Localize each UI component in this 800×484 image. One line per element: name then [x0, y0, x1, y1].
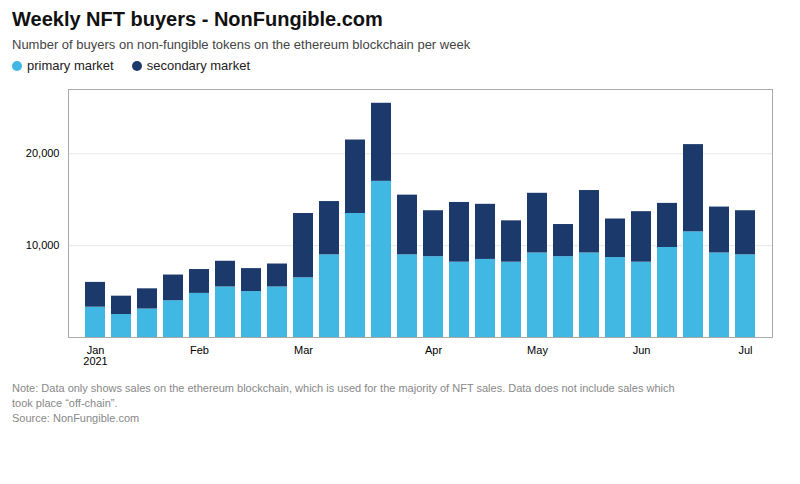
html-text:Weekly NFT buyers - NonFungibl: Weekly NFT buyers - NonFungible.com — [12, 8, 383, 30]
svg-text:10,000: 10,000 — [26, 239, 60, 251]
html-text:secondary market: secondary market — [146, 58, 250, 73]
html-text:Note: Data only shows sales on: Note: Data only shows sales on the ether… — [12, 382, 675, 394]
svg-text:Jan2021: Jan2021 — [83, 344, 107, 367]
svg-text:Jul: Jul — [738, 344, 752, 356]
svg-text:Apr: Apr — [425, 344, 442, 356]
svg-text:Mar: Mar — [294, 344, 313, 356]
html-text:took place “off-chain”.: took place “off-chain”. — [12, 396, 118, 409]
svg-text:Jun: Jun — [633, 344, 651, 356]
html-text:primary market: primary market — [27, 58, 114, 73]
html-text:Source: NonFungible.com: Source: NonFungible.com — [12, 411, 140, 424]
svg-text:20,000: 20,000 — [26, 147, 60, 159]
html-text:Number of buyers on non-fungib: Number of buyers on non-fungible tokens … — [12, 37, 471, 52]
svg-text:Feb: Feb — [190, 344, 209, 356]
svg-text:May: May — [527, 344, 548, 356]
